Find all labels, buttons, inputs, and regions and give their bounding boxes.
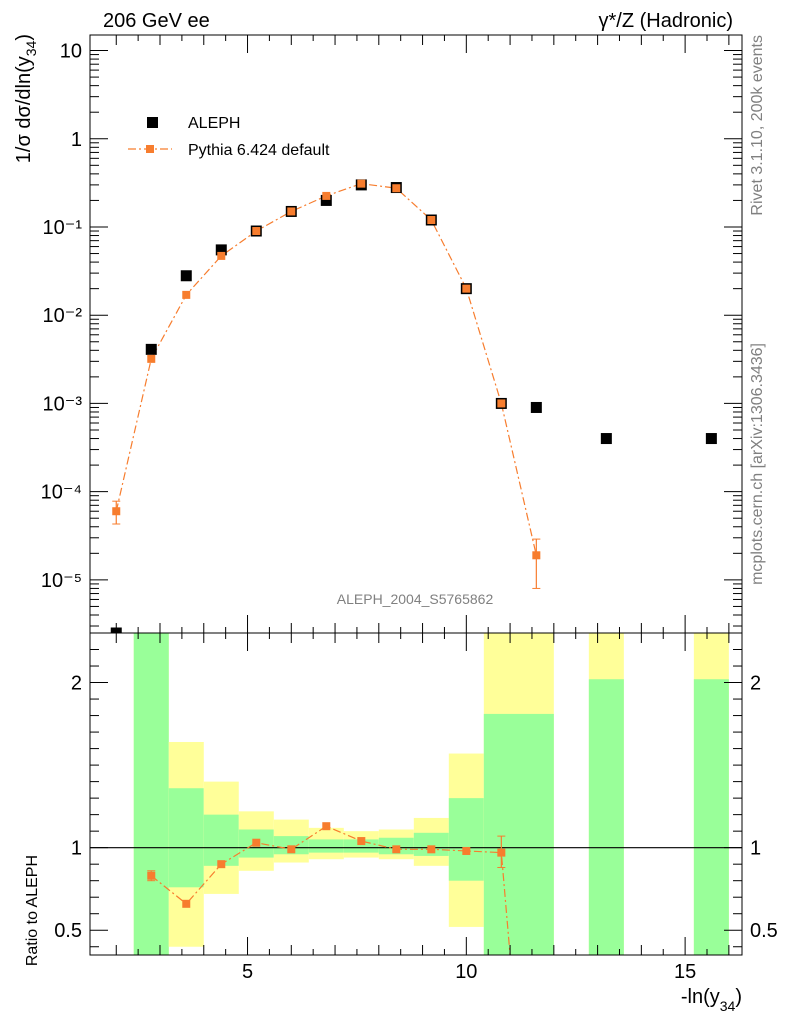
- x-tick-label: 5: [242, 961, 253, 983]
- ratio-point: [427, 845, 436, 854]
- ratio-band-inner: [483, 713, 554, 955]
- ratio-band-inner: [308, 839, 344, 853]
- main-ylabel: 1/σ dσ/dln(y34): [13, 34, 39, 163]
- aleph-point: [215, 244, 227, 256]
- pythia-point: [427, 215, 436, 224]
- process-label: γ*/Z (Hadronic): [599, 10, 733, 32]
- pythia-point: [357, 179, 366, 188]
- ratio-ytick-label-right: 0.5: [750, 920, 778, 942]
- x-axis-label: -ln(y34): [681, 986, 742, 1014]
- main-ytick-label: 1: [71, 129, 82, 151]
- aleph-point: [320, 194, 332, 206]
- ratio-ytick-label: 0.5: [54, 920, 82, 942]
- legend-pythia-label: Pythia 6.424 default: [188, 142, 330, 159]
- ratio-band-inner: [413, 832, 449, 856]
- main-ytick-label: 10⁻²: [43, 305, 83, 327]
- ratio-point: [182, 899, 191, 908]
- ratio-uncertainty-bands: [133, 633, 729, 955]
- ratio-ytick-label: 1: [71, 838, 82, 860]
- pythia-point: [287, 207, 296, 216]
- ratio-point: [497, 848, 506, 857]
- ratio-axis-ticks: 0.5 0.5 1 1 2 2 5 10 15: [54, 633, 778, 983]
- ratio-ytick-label-right: 1: [750, 838, 761, 860]
- x-tick-label: 15: [674, 961, 696, 983]
- ratio-point: [357, 837, 366, 846]
- legend: ALEPH Pythia 6.424 default: [128, 115, 330, 159]
- pythia-point: [147, 354, 156, 363]
- main-axis-ticks: 10⁻⁵ 10⁻⁴ 10⁻³ 10⁻² 10⁻¹ 1 10: [41, 35, 742, 633]
- ratio-ytick-label-right: 2: [750, 673, 761, 695]
- pythia-line: [115, 183, 537, 556]
- pythia-point: [252, 227, 261, 236]
- analysis-label: ALEPH_2004_S5765862: [337, 591, 494, 607]
- rivet-label: Rivet 3.1.10, 200k events: [749, 35, 766, 216]
- ratio-band-inner: [203, 814, 239, 866]
- legend-aleph-label: ALEPH: [188, 115, 240, 132]
- pythia-point: [532, 551, 541, 560]
- ratio-panel-frame: [89, 632, 743, 956]
- pythia-point: [112, 507, 121, 516]
- aleph-point: [600, 433, 612, 445]
- aleph-point: [110, 627, 122, 633]
- energy-label: 206 GeV ee: [103, 10, 210, 32]
- ratio-ylabel: Ratio to ALEPH: [24, 855, 41, 966]
- ratio-point: [252, 838, 261, 847]
- x-tick-label: 10: [455, 961, 477, 983]
- ratio-data-marks: [147, 822, 511, 956]
- ratio-point: [392, 845, 401, 854]
- pythia-point: [182, 290, 191, 299]
- ratio-point: [147, 871, 156, 880]
- ratio-point: [322, 822, 331, 831]
- aleph-point: [145, 343, 157, 355]
- main-ytick-label: 10⁻³: [43, 393, 83, 415]
- aleph-point: [180, 270, 192, 282]
- main-ytick-label: 10: [60, 41, 82, 63]
- ratio-band-inner: [273, 836, 309, 855]
- ratio-point: [217, 860, 226, 869]
- pythia-point: [322, 191, 331, 200]
- legend-pythia-marker: [146, 145, 154, 153]
- main-ytick-label: 10⁻¹: [43, 217, 83, 239]
- aleph-point: [530, 401, 542, 413]
- ratio-point: [462, 846, 471, 855]
- ratio-band-inner: [168, 788, 204, 888]
- pythia-point: [462, 284, 471, 293]
- pythia-point: [217, 251, 226, 260]
- ratio-point: [287, 845, 296, 854]
- ratio-pythia-line: [150, 825, 511, 956]
- main-data-marks: [110, 179, 717, 633]
- pythia-point: [392, 184, 401, 193]
- ratio-band-inner: [448, 798, 484, 881]
- mcplots-label: mcplots.cern.ch [arXiv:1306.3436]: [749, 343, 766, 585]
- main-ytick-label: 10⁻⁴: [41, 482, 82, 504]
- ratio-band-inner: [133, 633, 169, 955]
- legend-aleph-marker: [147, 117, 158, 128]
- ratio-band-inner: [588, 679, 624, 955]
- aleph-point: [705, 433, 717, 445]
- ratio-band-inner: [693, 679, 729, 955]
- main-ytick-label: 10⁻⁵: [41, 570, 82, 592]
- ratio-ytick-label: 2: [71, 673, 82, 695]
- pythia-point: [497, 399, 506, 408]
